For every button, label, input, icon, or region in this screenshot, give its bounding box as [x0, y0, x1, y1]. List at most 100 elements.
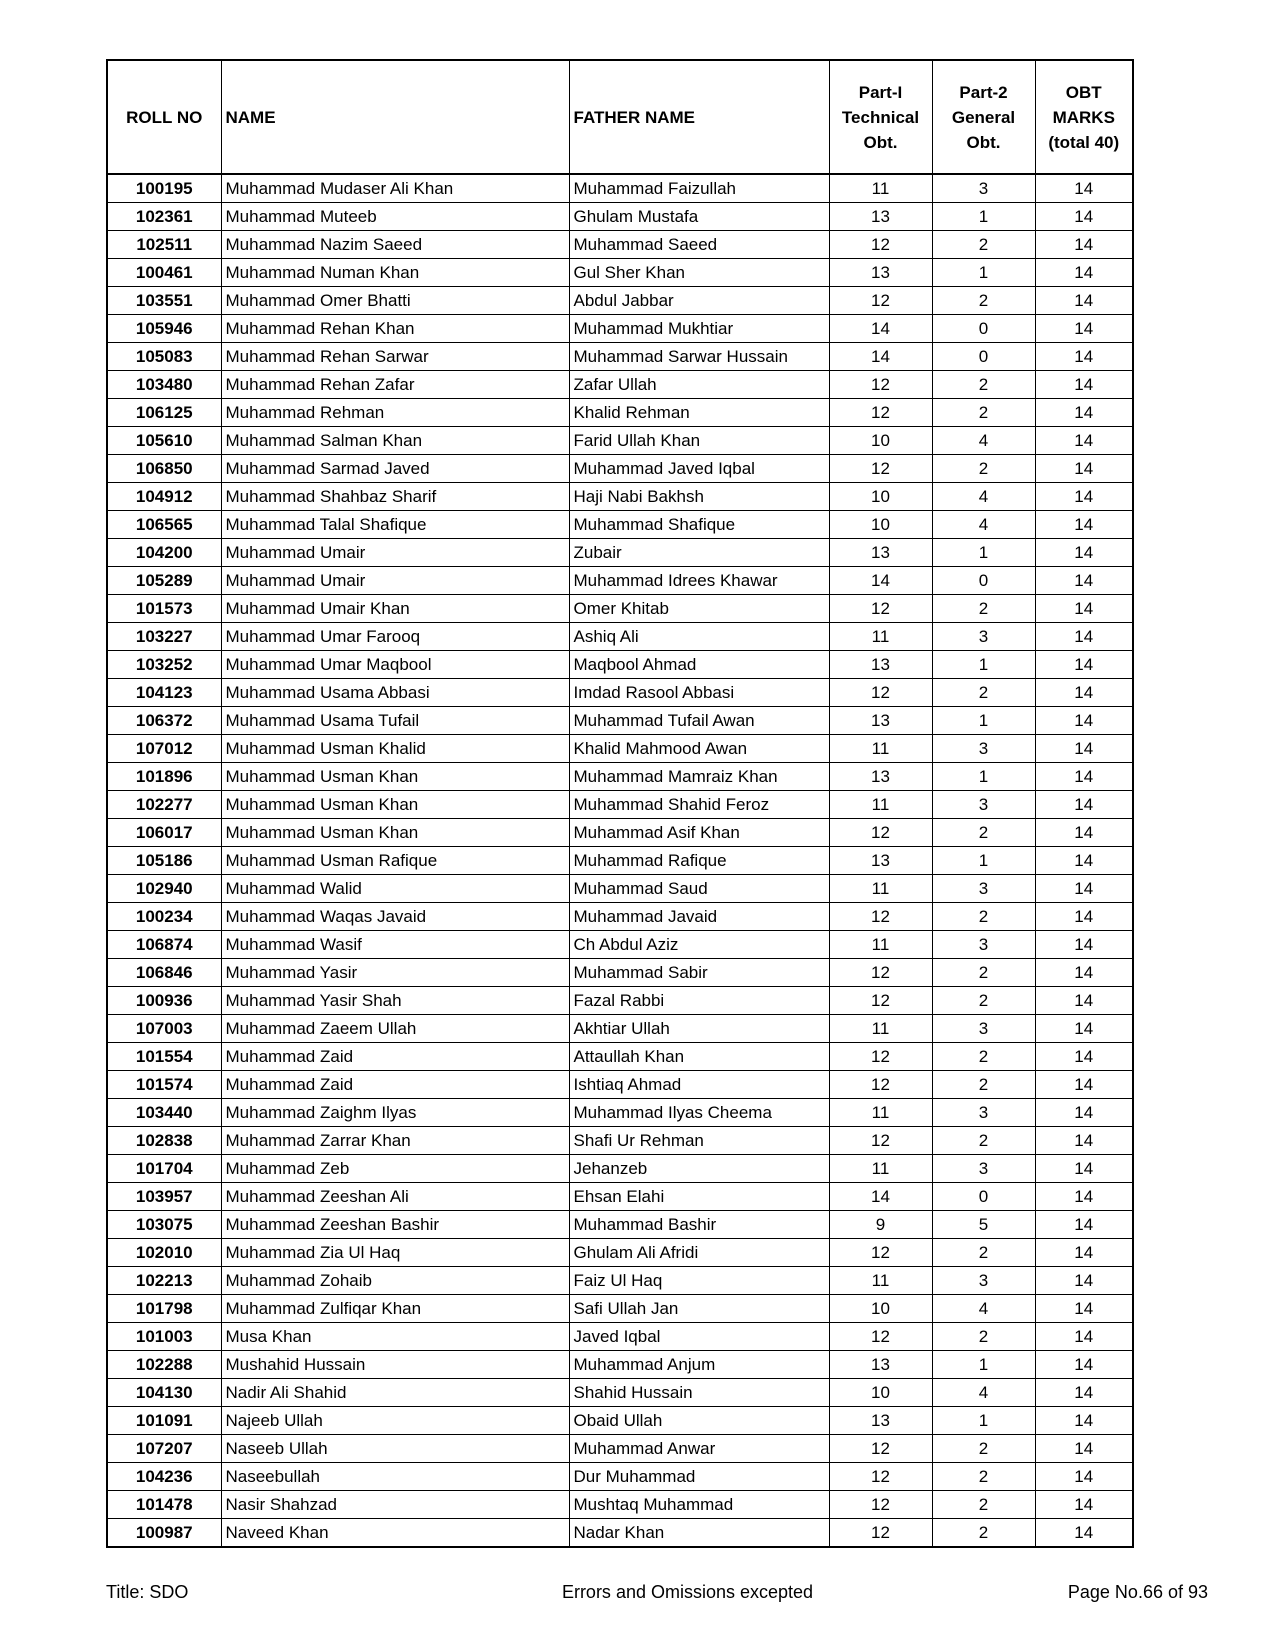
table-row: 102213 Muhammad Zohaib Faiz Ul Haq 11 3 14 [106, 1266, 1134, 1295]
table-cell: 11 [828, 1266, 933, 1295]
table-cell: 14 [1034, 1294, 1134, 1323]
header-line: Technical [841, 107, 920, 127]
table-cell: 1 [931, 538, 1036, 567]
table-cell: Muhammad Usama Tufail [220, 706, 570, 735]
table-cell: 14 [1034, 398, 1134, 427]
table-cell: Muhammad Waqas Javaid [220, 902, 570, 931]
table-cell: 0 [931, 566, 1036, 595]
table-cell: 2 [931, 818, 1036, 847]
table-cell: 14 [1034, 874, 1134, 903]
table-cell: 11 [828, 173, 933, 203]
column-header: ROLL NO [106, 59, 222, 175]
table-cell: 2 [931, 1322, 1036, 1351]
table-cell: 14 [1034, 1126, 1134, 1155]
table-cell: 14 [1034, 538, 1134, 567]
table-cell: Safi Ullah Jan [568, 1294, 830, 1323]
table-cell: 3 [931, 622, 1036, 651]
results-table: ROLL NO NAME FATHER NAME Part-I Technical Obt… [106, 59, 1134, 1548]
table-cell: 104123 [106, 678, 222, 707]
table-cell: Muhammad Umair [220, 566, 570, 595]
table-cell: 3 [931, 1154, 1036, 1183]
table-row: 104123 Muhammad Usama Abbasi Imdad Rasool … [106, 678, 1134, 707]
table-cell: 13 [828, 1350, 933, 1379]
table-cell: 2 [931, 454, 1036, 483]
header-line: Part-I [858, 82, 903, 102]
table-cell: 1 [931, 762, 1036, 791]
table-cell: 14 [828, 314, 933, 343]
table-cell: 14 [1034, 202, 1134, 231]
table-cell: 2 [931, 1518, 1036, 1548]
table-cell: 100195 [106, 173, 222, 203]
table-cell: Abdul Jabbar [568, 286, 830, 315]
table-cell: Muhammad Javaid [568, 902, 830, 931]
table-cell: 3 [931, 790, 1036, 819]
table-cell: 3 [931, 930, 1036, 959]
table-cell: 13 [828, 202, 933, 231]
table-cell: 103957 [106, 1182, 222, 1211]
table-cell: Muhammad Asif Khan [568, 818, 830, 847]
table-row: 104236 Naseebullah Dur Muhammad 12 2 14 [106, 1462, 1134, 1491]
table-cell: Muhammad Walid [220, 874, 570, 903]
table-row: 100195 Muhammad Mudaser Ali Khan Muhammad … [106, 173, 1134, 203]
table-cell: Muhammad Mamraiz Khan [568, 762, 830, 791]
table-cell: 101091 [106, 1406, 222, 1435]
table-cell: Faiz Ul Haq [568, 1266, 830, 1295]
table-cell: 14 [1034, 1490, 1134, 1519]
table-cell: 104130 [106, 1378, 222, 1407]
table-row: 105610 Muhammad Salman Khan Farid Ullah Kh… [106, 426, 1134, 455]
table-cell: Muhammad Anwar [568, 1434, 830, 1463]
table-row: 105946 Muhammad Rehan Khan Muhammad Mukhti… [106, 314, 1134, 343]
table-cell: 101478 [106, 1490, 222, 1519]
table-row: 107003 Muhammad Zaeem Ullah Akhtiar Ullah 1… [106, 1014, 1134, 1043]
header-line: Obt. [863, 132, 898, 152]
table-cell: Maqbool Ahmad [568, 650, 830, 679]
table-cell: 14 [828, 1182, 933, 1211]
table-cell: Muhammad Saeed [568, 230, 830, 259]
table-cell: 14 [1034, 1154, 1134, 1183]
table-cell: 12 [828, 1126, 933, 1155]
table-cell: Muhammad Shafique [568, 510, 830, 539]
table-cell: 13 [828, 1406, 933, 1435]
table-row: 105083 Muhammad Rehan Sarwar Muhammad Sarw… [106, 342, 1134, 371]
table-cell: 106874 [106, 930, 222, 959]
table-cell: 0 [931, 314, 1036, 343]
table-row: 101478 Nasir Shahzad Mushtaq Muhammad 12 2 14 [106, 1490, 1134, 1519]
table-cell: 104200 [106, 538, 222, 567]
table-cell: Muhammad Rafique [568, 846, 830, 875]
table-cell: 14 [1034, 986, 1134, 1015]
table-cell: 12 [828, 594, 933, 623]
table-cell: Nadar Khan [568, 1518, 830, 1548]
table-cell: Shafi Ur Rehman [568, 1126, 830, 1155]
table-cell: 14 [1034, 1098, 1134, 1127]
table-cell: Nadir Ali Shahid [220, 1378, 570, 1407]
table-cell: 12 [828, 398, 933, 427]
table-cell: 13 [828, 762, 933, 791]
table-cell: 2 [931, 1490, 1036, 1519]
table-cell: 14 [1034, 1462, 1134, 1491]
table-cell: Haji Nabi Bakhsh [568, 482, 830, 511]
table-cell: Muhammad Bashir [568, 1210, 830, 1239]
table-cell: Akhtiar Ullah [568, 1014, 830, 1043]
table-cell: 14 [1034, 1378, 1134, 1407]
table-cell: 103551 [106, 286, 222, 315]
table-row: 105186 Muhammad Usman Rafique Muhammad Raf… [106, 846, 1134, 875]
table-cell: 11 [828, 734, 933, 763]
table-row: 107012 Muhammad Usman Khalid Khalid Mahmoo… [106, 734, 1134, 763]
table-cell: Muhammad Usman Khalid [220, 734, 570, 763]
table-cell: Muhammad Mudaser Ali Khan [220, 173, 570, 203]
table-cell: 14 [828, 342, 933, 371]
table-row: 104912 Muhammad Shahbaz Sharif Haji Nabi B… [106, 482, 1134, 511]
table-row: 103227 Muhammad Umar Farooq Ashiq Ali 11 3 14 [106, 622, 1134, 651]
table-cell: 14 [1034, 510, 1134, 539]
column-header: Part-2 General Obt. [931, 59, 1036, 175]
table-cell: Muhammad Mukhtiar [568, 314, 830, 343]
table-cell: 102213 [106, 1266, 222, 1295]
table-cell: Muhammad Umar Farooq [220, 622, 570, 651]
table-cell: 11 [828, 1098, 933, 1127]
table-cell: Muhammad Rehman [220, 398, 570, 427]
table-cell: 14 [1034, 902, 1134, 931]
table-cell: Muhammad Rehan Khan [220, 314, 570, 343]
table-cell: Muhammad Yasir Shah [220, 986, 570, 1015]
table-cell: 102277 [106, 790, 222, 819]
table-cell: 2 [931, 1126, 1036, 1155]
